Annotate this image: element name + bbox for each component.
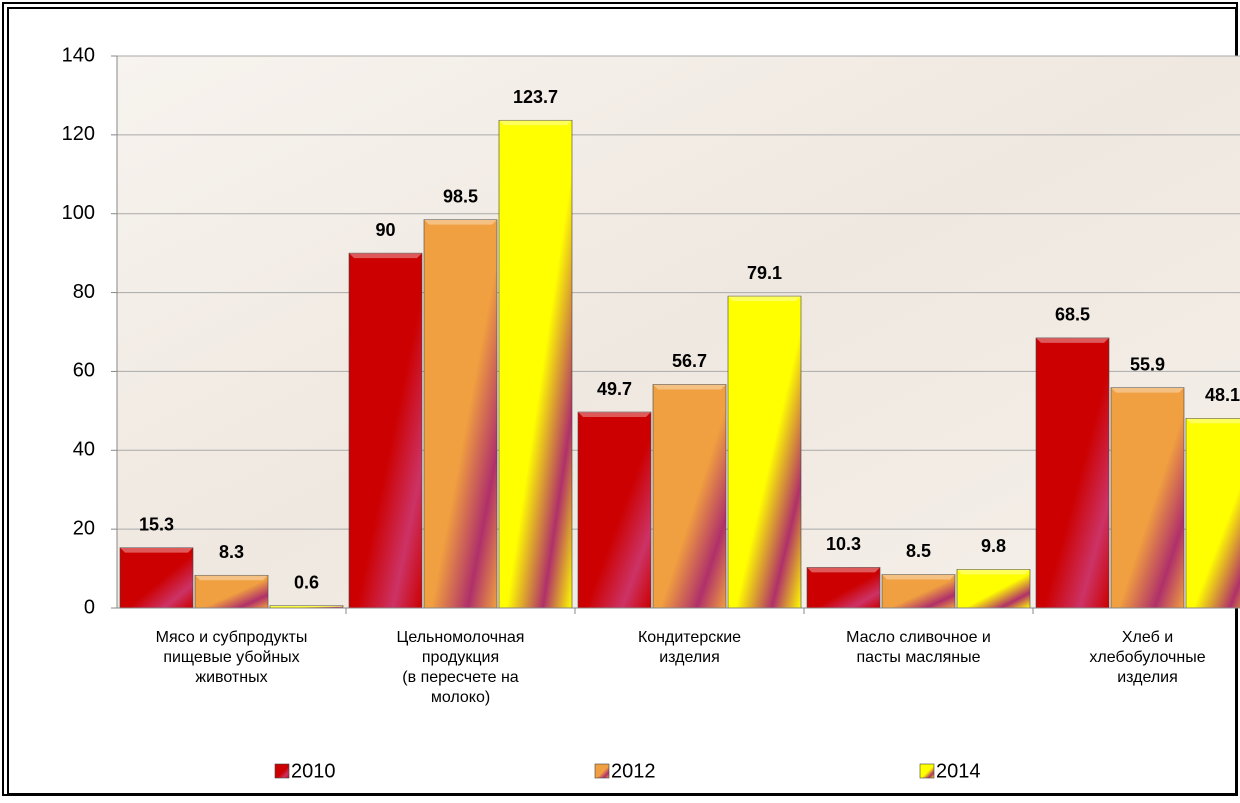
value-label: 90 <box>375 220 395 240</box>
bar-bevel <box>424 219 497 225</box>
value-label: 10.3 <box>826 534 861 554</box>
bar <box>119 547 194 609</box>
y-tick-label: 0 <box>84 596 95 618</box>
y-tick-label: 100 <box>62 202 95 224</box>
bar <box>652 384 727 609</box>
x-tick-label: Мясо и субпродукты пищевые убойных животны… <box>156 629 308 686</box>
bar-bevel <box>499 120 572 126</box>
value-label: 48.1 <box>1205 385 1240 405</box>
y-tick-label: 20 <box>73 517 95 539</box>
bar <box>194 574 269 609</box>
value-label: 56.7 <box>672 351 707 371</box>
bar-bevel <box>957 569 1030 575</box>
bar <box>348 252 423 609</box>
value-label: 123.7 <box>513 87 558 107</box>
bar <box>956 569 1031 609</box>
value-label: 68.5 <box>1055 305 1090 325</box>
bar-bevel <box>728 296 801 302</box>
bar-bevel <box>349 253 422 259</box>
x-tick-label: Масло сливочное и пасты масляные <box>846 629 991 666</box>
value-label: 0.6 <box>294 572 319 592</box>
value-label: 49.7 <box>597 379 632 399</box>
value-label: 8.5 <box>906 541 931 561</box>
bar-bevel <box>653 384 726 390</box>
y-tick-label: 120 <box>62 123 95 145</box>
bar <box>1035 337 1110 609</box>
y-tick-label: 140 <box>62 44 95 66</box>
bar <box>806 567 881 609</box>
y-tick-label: 80 <box>73 281 95 303</box>
bar-bevel <box>807 567 880 573</box>
bar-bevel <box>1111 387 1184 393</box>
y-tick-label: 60 <box>73 360 95 382</box>
value-label: 55.9 <box>1130 354 1165 374</box>
value-label: 98.5 <box>443 186 478 206</box>
bar <box>881 574 956 609</box>
bar-bevel <box>882 574 955 580</box>
value-label: 8.3 <box>219 542 244 562</box>
bar <box>423 219 498 609</box>
legend-swatch <box>594 763 610 779</box>
bar-bevel <box>1186 418 1240 424</box>
bar-bevel <box>1036 337 1109 343</box>
x-tick-label: Цельномолочная продукция (в пересчете на мо… <box>397 629 525 706</box>
value-label: 9.8 <box>981 536 1006 556</box>
legend-swatch <box>919 763 935 779</box>
bar <box>1185 418 1240 609</box>
legend-swatch <box>274 763 290 779</box>
value-label: 15.3 <box>139 514 174 534</box>
bar-bevel <box>578 412 651 418</box>
bar <box>1110 387 1185 609</box>
legend-label: 2014 <box>936 760 981 782</box>
bar-bevel <box>270 605 343 607</box>
bar <box>498 119 573 609</box>
bar <box>577 411 652 609</box>
x-tick-label: Кондитерские изделия <box>638 629 741 666</box>
y-tick-label: 40 <box>73 439 95 461</box>
legend-label: 2010 <box>291 760 336 782</box>
x-tick-label: Хлеб и хлебобулочные изделия <box>1089 629 1205 686</box>
bar-bevel <box>195 575 268 581</box>
legend-label: 2012 <box>611 760 656 782</box>
value-label: 79.1 <box>747 263 782 283</box>
bar-bevel <box>120 547 193 553</box>
bar <box>727 295 802 609</box>
